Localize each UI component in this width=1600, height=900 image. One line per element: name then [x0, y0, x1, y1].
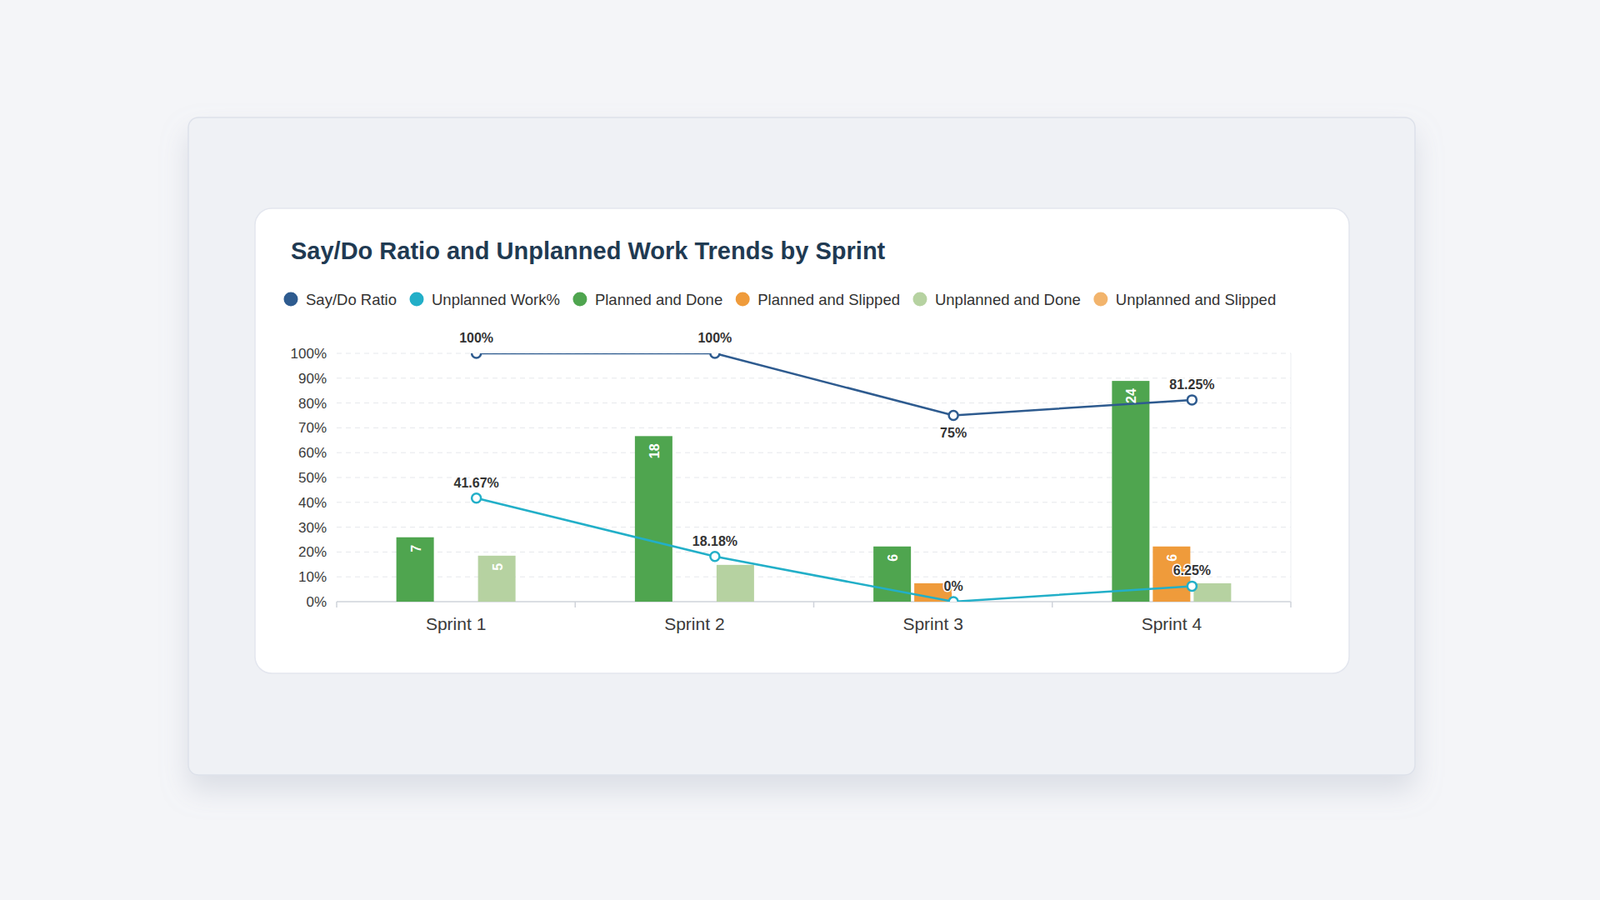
x-tick-label: Sprint 1: [425, 614, 486, 634]
x-tick-label: Sprint 4: [1141, 614, 1203, 634]
y2-axis-line: [1290, 353, 1292, 602]
bar: [995, 601, 1034, 603]
bar: [478, 555, 516, 602]
inner-card: [255, 208, 1350, 674]
chart-title: Say/Do Ratio and Unplanned Work Trends b…: [290, 237, 886, 265]
y-tick-label: 20%: [298, 544, 327, 560]
bar: [716, 565, 755, 602]
bar: [635, 435, 673, 602]
line-point: [471, 493, 481, 503]
bar-label: 6: [1165, 554, 1180, 562]
legend-marker: [1093, 292, 1108, 307]
x-tick: [575, 601, 577, 608]
line-label: 81.25%: [1169, 377, 1215, 392]
y-tick-label: 80%: [298, 395, 327, 412]
bar: [1234, 601, 1272, 603]
line-point: [710, 353, 720, 359]
line-point: [710, 551, 720, 561]
bar-label: 18: [647, 443, 662, 459]
line-label: 100%: [697, 330, 732, 345]
legend-label: Planned and Slipped: [757, 290, 900, 309]
line-point: [1187, 581, 1197, 591]
line-label: 100%: [459, 330, 494, 345]
bar-label: 5: [490, 563, 505, 571]
line-point: [949, 597, 959, 603]
bar: [675, 601, 714, 603]
legend-label: Unplanned and Slipped: [1115, 290, 1276, 309]
y-tick-label: 10%: [298, 569, 327, 585]
bar-label: 7: [409, 545, 424, 553]
line-point: [1187, 395, 1197, 405]
y-tick-label: 40%: [298, 495, 327, 511]
y-tick-label: 60%: [298, 445, 327, 461]
legend-marker: [410, 292, 425, 307]
y-tick-label: 70%: [298, 420, 327, 436]
legend-marker: [572, 292, 587, 307]
bar: [1111, 380, 1150, 602]
bar-label: 6: [885, 554, 900, 562]
chart-root: Say/Do Ratio and Unplanned Work Trends b…: [0, 0, 1600, 900]
x-tick: [1051, 601, 1054, 608]
line-point: [949, 410, 959, 420]
y-tick-label: 30%: [298, 520, 327, 536]
x-tick: [813, 601, 815, 608]
y-tick-label: 100%: [290, 345, 327, 362]
bar: [396, 537, 435, 602]
bar: [757, 601, 795, 603]
x-tick-label: Sprint 2: [664, 614, 725, 634]
legend-label: Planned and Done: [595, 290, 723, 309]
legend-label: Unplanned and Done: [935, 290, 1081, 309]
outer-card: [188, 117, 1415, 775]
data-labels: 7 18 6 24 6 5 100% 100% 75% 81.25% 41.67% 18.18% 0% 6…: [409, 330, 1215, 594]
bar: [519, 601, 557, 603]
x-tick-label: Sprint 3: [902, 614, 963, 634]
line-label: 41.67%: [453, 475, 499, 490]
line-point: [471, 353, 481, 359]
marks: [396, 353, 1232, 602]
line-label: 0%: [944, 579, 964, 594]
bar: [437, 601, 475, 603]
legend-marker: [284, 292, 299, 307]
bar-label: 24: [1124, 388, 1139, 404]
legend-marker: [735, 292, 750, 307]
x-tick: [1290, 601, 1292, 608]
legend-label: Say/Do Ratio: [305, 290, 397, 309]
legend-marker: [912, 292, 927, 307]
legend: Say/Do Ratio Unplanned Work% Planned and D…: [284, 290, 1277, 309]
line: [476, 353, 1193, 416]
y-tick-label: 50%: [298, 470, 327, 486]
bar: [1193, 583, 1231, 602]
line-label: 75%: [940, 425, 967, 440]
line: [476, 498, 1193, 602]
x-tick: [335, 601, 338, 608]
y-tick-label: 90%: [298, 370, 327, 387]
line-label: 6.25%: [1173, 563, 1211, 578]
y-tick-label: 0%: [305, 594, 327, 610]
line-label: 18.18%: [692, 534, 738, 549]
legend-label: Unplanned Work%: [431, 290, 560, 309]
